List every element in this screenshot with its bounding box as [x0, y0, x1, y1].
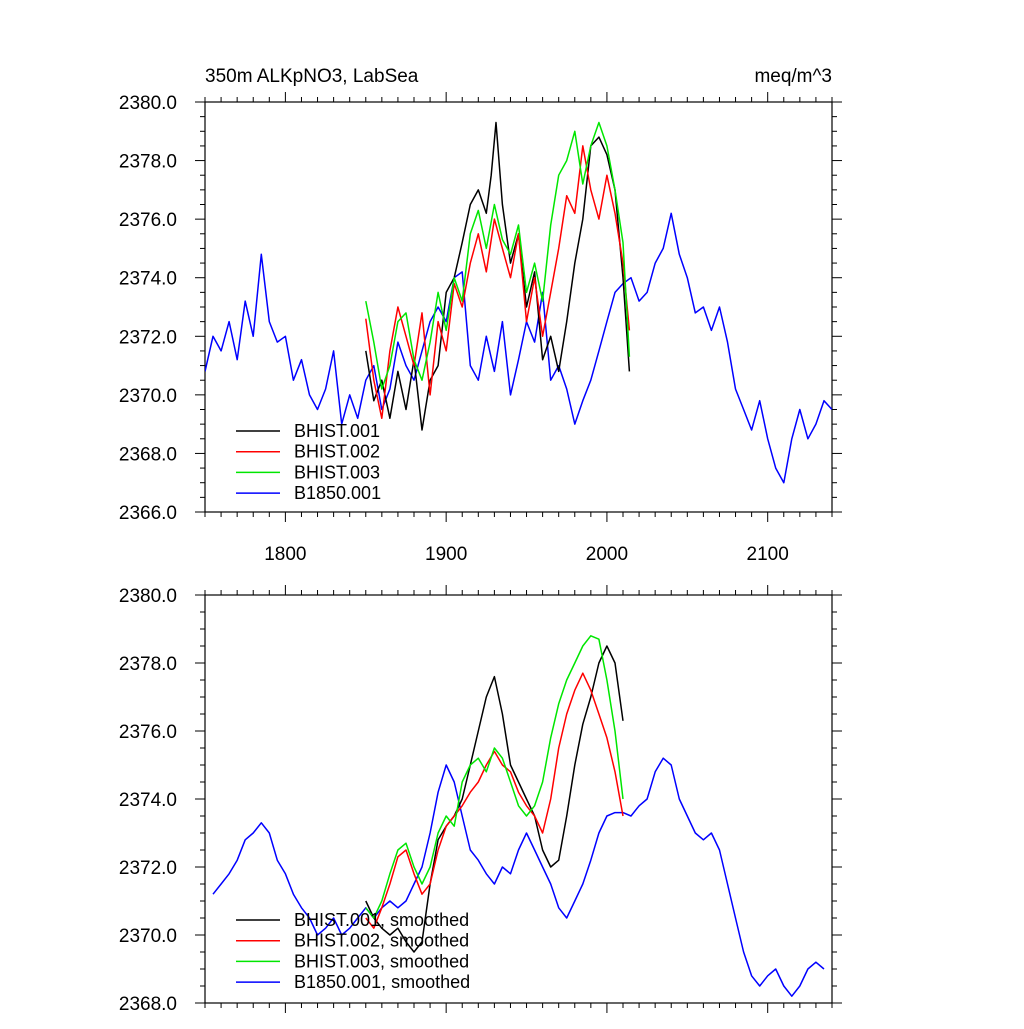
- series-lines: [212, 635, 825, 997]
- chart-panel-2: 2380.0 2378.0 2376.0 2374.0 2372.0 2370.0 2368…: [119, 585, 842, 1015]
- y-tick-label: 2376.0: [119, 210, 177, 231]
- y-tick-label: 2368.0: [119, 444, 177, 465]
- chart-panel-1: 2380.0 2378.0 2376.0 2374.0 2372.0 2370.0 2368…: [119, 66, 842, 565]
- series-line-bhist-003: [365, 121, 631, 390]
- legend-label: BHIST.002, smoothed: [294, 931, 469, 951]
- y-tick-label: 2372.0: [119, 327, 177, 348]
- legend-label: BHIST.003: [294, 462, 380, 482]
- y-tick-label: 2378.0: [119, 152, 177, 173]
- legend-label: B1850.001, smoothed: [294, 972, 470, 992]
- series-line-b1850-001: [205, 212, 832, 484]
- x-tick-label: 2100: [747, 544, 789, 565]
- legend-label: BHIST.003, smoothed: [294, 951, 469, 971]
- legend-label: BHIST.001, smoothed: [294, 910, 469, 930]
- y-tick-label: 2374.0: [119, 269, 177, 290]
- series-line-bhist-001: [365, 645, 624, 953]
- y-tick-label: 2380.0: [119, 93, 177, 114]
- chart-title: 350m ALKpNO3, LabSea: [205, 66, 419, 87]
- y-tick-label: 2376.0: [119, 722, 177, 743]
- legend-label: BHIST.001: [294, 421, 380, 441]
- y-tick-label: 2368.0: [119, 994, 177, 1015]
- y-tick-label: 2374.0: [119, 790, 177, 811]
- y-tick-label: 2370.0: [119, 926, 177, 947]
- series-line-bhist-002: [365, 145, 631, 420]
- y-tick-label: 2372.0: [119, 858, 177, 879]
- x-tick-label: 1800: [264, 544, 306, 565]
- y-tick-label: 2370.0: [119, 386, 177, 407]
- series-line-b1850-001: [212, 757, 825, 997]
- series-line-bhist-002: [365, 672, 624, 929]
- units-label: meq/m^3: [754, 66, 832, 87]
- series-line-bhist-003: [365, 635, 624, 919]
- x-tick-label: 1900: [425, 544, 467, 565]
- y-tick-label: 2378.0: [119, 654, 177, 675]
- x-tick-label: 2000: [586, 544, 628, 565]
- series-lines: [205, 121, 832, 484]
- series-line-bhist-001: [365, 121, 631, 431]
- legend-label: B1850.001: [294, 483, 381, 503]
- y-tick-label: 2366.0: [119, 503, 177, 524]
- legend-label: BHIST.002: [294, 442, 380, 462]
- y-tick-label: 2380.0: [119, 586, 177, 607]
